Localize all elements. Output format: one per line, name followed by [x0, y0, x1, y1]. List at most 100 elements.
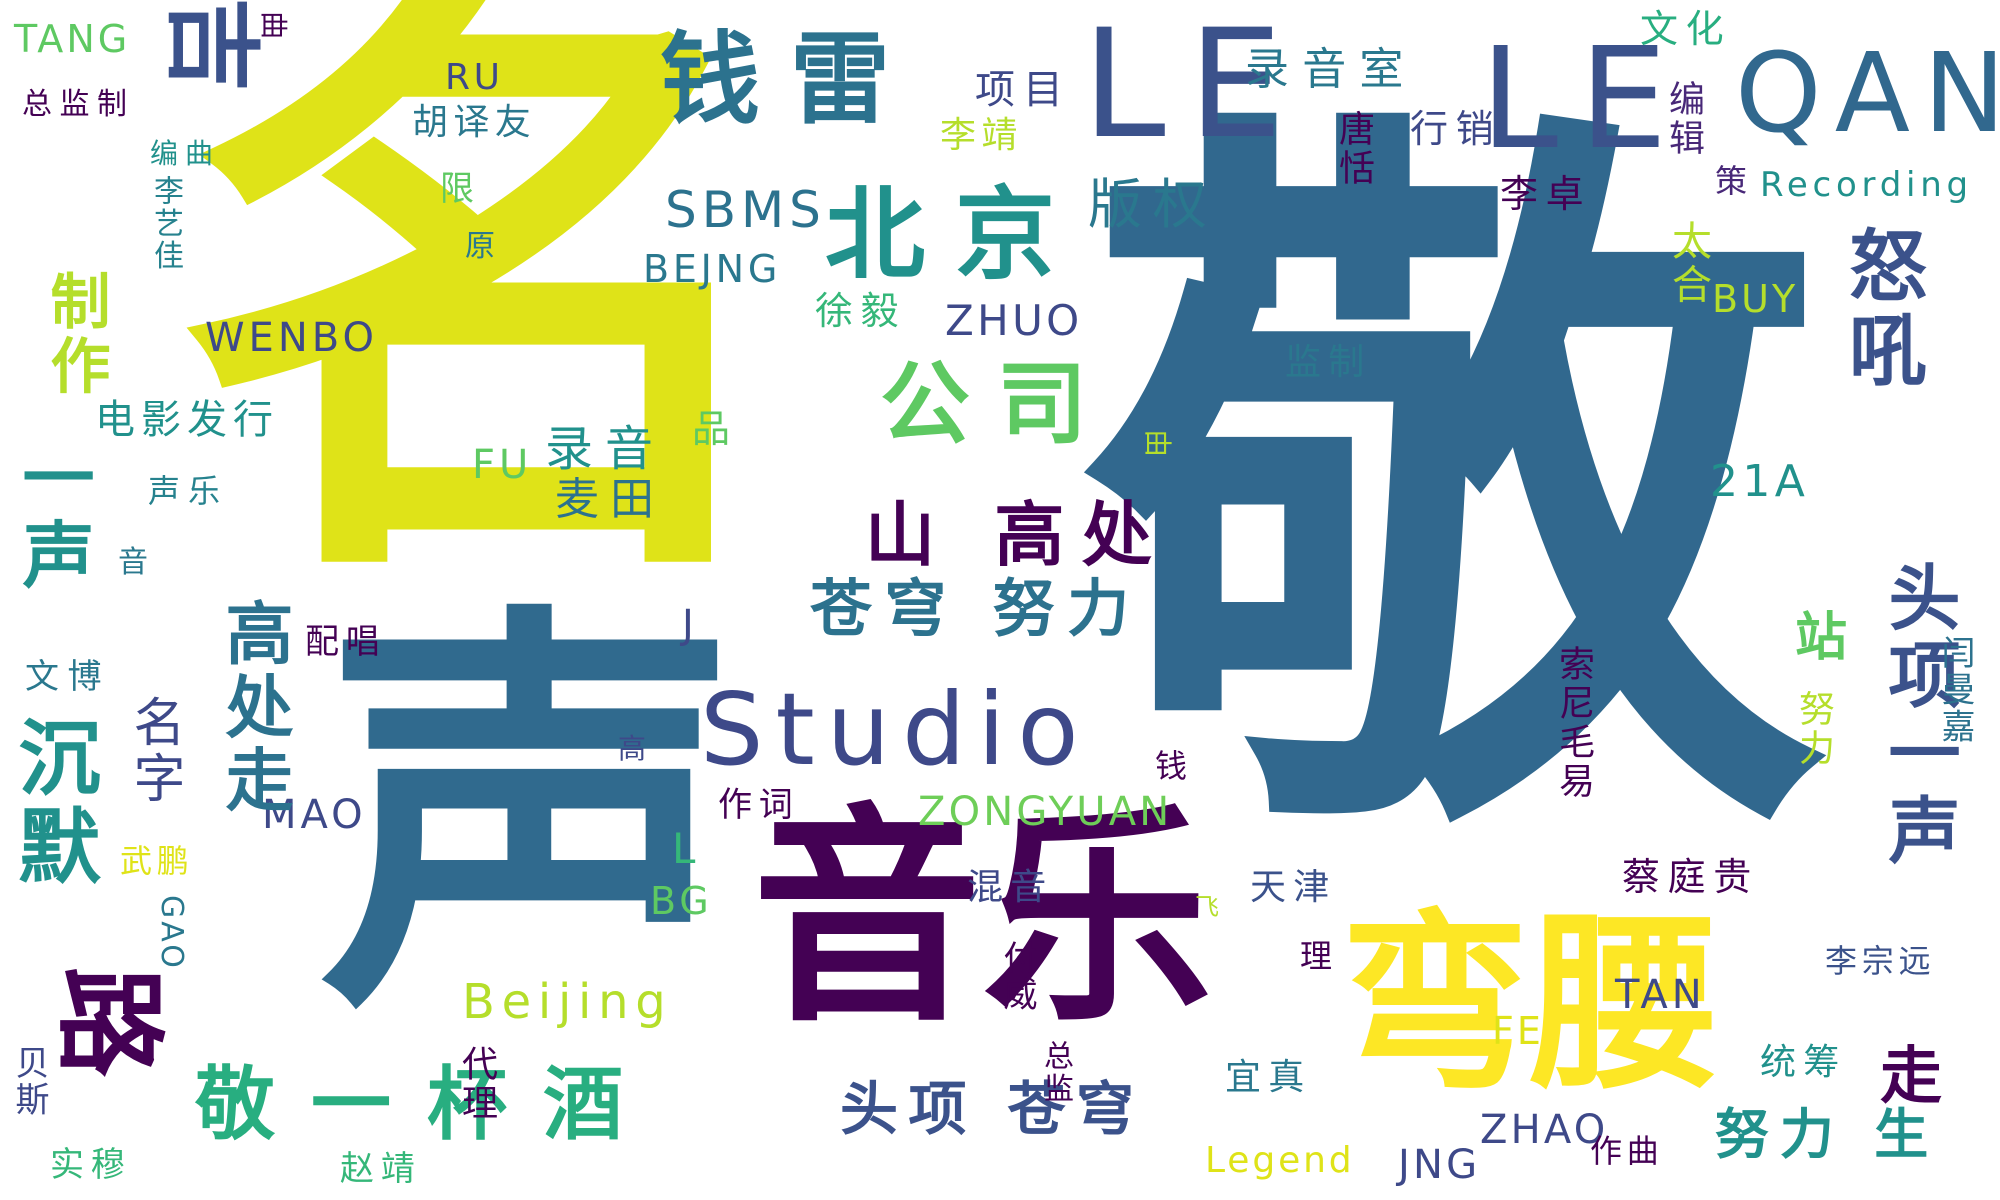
word-beijing-cn: 北京 [825, 176, 1085, 293]
word-fe: FE [1492, 1009, 1544, 1053]
word-yizhen: 宜真 [1225, 1057, 1312, 1098]
word-tangtian: 唐恬 [1333, 110, 1374, 188]
word-li: 理 [1300, 937, 1334, 975]
word-bg: BG [650, 879, 713, 923]
word-bianqu: 编曲 [150, 137, 221, 170]
word-fuwei: 付威 [997, 940, 1037, 1014]
word-wupeng: 武鹏 [120, 842, 194, 880]
word-maitian: 麦田 [555, 474, 665, 525]
word-ce: 策 [1715, 162, 1749, 200]
word-zongjianzhi-1: 总监制 [22, 87, 135, 122]
word-shan-gaochu: 山 高处 [865, 494, 1170, 576]
word-caitinggui: 蔡庭贵 [1622, 855, 1759, 899]
word-lizongyuan: 李宗远 [1825, 942, 1936, 980]
word-touxiang-cangqiong: 头项 苍穹 [840, 1075, 1145, 1143]
word-qian: 钱 [1155, 747, 1189, 785]
word-nuli-small: 努力 [1793, 690, 1834, 768]
word-studio: Studio [700, 671, 1091, 788]
word-qu: 曲 [256, 11, 290, 41]
word-jianzhi: 监制 [1285, 342, 1372, 383]
word-daili: 代理 [456, 1045, 497, 1123]
word-beijing-en: Beijing [462, 974, 673, 1030]
word-buy: BUY [1712, 277, 1799, 321]
word-ming: 名 [175, 0, 833, 650]
word-tongchou: 统筹 [1760, 1042, 1847, 1083]
word-zhao: ZHAO [1480, 1107, 1609, 1153]
word-21a: 21A [1710, 456, 1810, 507]
word-jing-yibeijiu: 敬一杯酒 [195, 1058, 659, 1151]
word-lijing: 李靖 [940, 115, 1023, 156]
word-huyiyou: 胡译友 [412, 102, 537, 143]
word-xingxiao: 行销 [1410, 107, 1502, 151]
word-nuli-sheng: 努力 生 [1715, 1103, 1939, 1166]
word-zongjian-2: 总监 [1038, 1040, 1073, 1105]
word-wenhua: 文化 [1640, 7, 1732, 51]
word-le-1: LE [1082, 0, 1306, 172]
word-mingzi: 名字 [124, 695, 184, 808]
word-gaochuzou: 高处走 [213, 598, 292, 819]
word-cangqiong-nuli: 苍穹 努力 [810, 572, 1142, 645]
word-yanmanjia: 闫曼嘉 [1935, 635, 1975, 746]
word-zuoqu: 作曲 [1590, 1132, 1664, 1170]
word-dianying-faxing: 电影发行 [95, 397, 279, 443]
word-peichang: 配唱 [305, 622, 387, 662]
word-fu: FU [472, 442, 533, 488]
word-lizhuo: 李卓 [1500, 172, 1592, 216]
word-l: L [672, 824, 698, 873]
word-yin: 音 [118, 545, 150, 580]
word-sheng: 声 [320, 575, 766, 1064]
word-jng: JNG [1398, 1142, 1481, 1188]
word-zou: 走 [1880, 1039, 1946, 1112]
word-pin: 品 [692, 407, 733, 451]
word-nuhou: 怒吼 [1836, 225, 1926, 394]
word-gao-en: GAO [154, 895, 189, 971]
word-zuoci: 作词 [718, 785, 800, 825]
word-zhizuo: 制作 [40, 270, 110, 400]
word-sbms: SBMS [665, 181, 826, 239]
word-touxiang-yisheng: 头项一声 [1876, 560, 1960, 872]
word-yisheng-left: 一声 [10, 440, 94, 596]
word-liyijia: 李艺佳 [148, 175, 183, 273]
word-xian: 限 [440, 169, 477, 209]
word-le-2: LE [1480, 18, 1689, 181]
word-zhaojing: 赵靖 [340, 1149, 422, 1189]
word-wenbo-cn: 文博 [25, 657, 110, 697]
word-you: 由 [1140, 429, 1174, 459]
word-tianjin: 天津 [1250, 867, 1337, 908]
word-j: J [682, 602, 697, 648]
word-chenmo: 沉默 [4, 715, 99, 893]
word-taihe: 太合 [1665, 220, 1711, 307]
word-qianlei: 钱雷 [660, 21, 920, 138]
word-zhan: 站 [1795, 608, 1851, 668]
word-shengyue: 声乐 [148, 472, 229, 510]
word-mao: MAO [262, 792, 367, 838]
word-zhuo: ZHUO [945, 296, 1083, 345]
word-ji: 吉 [155, 0, 266, 98]
word-xuyi: 徐毅 [815, 289, 907, 333]
word-gongsi: 公司 [880, 352, 1114, 457]
word-legend: Legend [1205, 1140, 1355, 1181]
word-fei: 飞 [1195, 893, 1221, 921]
word-luyinshi: 录音室 [1245, 44, 1417, 95]
word-beisi: 贝斯 [9, 1045, 49, 1119]
word-gao: 高 [618, 732, 648, 765]
word-ru: RU [445, 57, 504, 98]
word-bianji: 编辑 [1663, 80, 1704, 158]
word-tan: TAN [1615, 972, 1706, 1018]
word-recording: Recording [1760, 165, 1973, 205]
word-xiangmu: 项目 [975, 67, 1071, 113]
word-hunyin: 混音 [967, 867, 1054, 908]
word-banquan: 版权 [1088, 173, 1218, 236]
word-shimu: 实穆 [50, 1145, 132, 1185]
word-suoni-maoyi: 索尼毛易 [1553, 645, 1594, 801]
word-tang: TANG [14, 17, 131, 61]
word-qan: QAN [1735, 29, 2000, 157]
word-wanyao: 弯腰 [1340, 894, 1721, 1115]
word-jing: 敬 [1085, 59, 1870, 921]
word-yuan: 原 [465, 229, 497, 264]
word-luyin: 录音 [545, 421, 666, 477]
word-yinyue: 音乐 [752, 786, 1213, 1053]
word-zongyuan: ZONGYUAN [918, 789, 1173, 835]
word-lu: 路 [44, 966, 173, 1084]
